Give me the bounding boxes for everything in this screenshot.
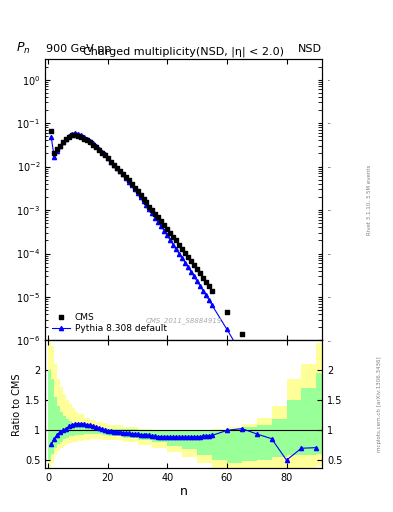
- CMS: [78, 133, 84, 141]
- CMS: [185, 252, 191, 261]
- Title: Charged multiplicity(NSD, |η| < 2.0): Charged multiplicity(NSD, |η| < 2.0): [83, 47, 284, 57]
- CMS: [105, 154, 111, 162]
- Pythia 8.308 default: [162, 228, 167, 234]
- CMS: [63, 135, 69, 143]
- CMS: [179, 244, 185, 252]
- Pythia 8.308 default: [314, 486, 319, 492]
- CMS: [146, 203, 152, 211]
- CMS: [140, 195, 147, 203]
- CMS: [119, 170, 126, 178]
- CMS: [108, 158, 114, 166]
- CMS: [48, 127, 54, 135]
- CMS: [54, 145, 60, 154]
- Pythia 8.308 default: [141, 198, 146, 204]
- Y-axis label: Ratio to CMS: Ratio to CMS: [12, 373, 22, 436]
- CMS: [75, 132, 81, 140]
- CMS: [95, 146, 102, 154]
- Line: Pythia 8.308 default: Pythia 8.308 default: [49, 131, 318, 491]
- Pythia 8.308 default: [210, 302, 215, 308]
- CMS: [224, 308, 230, 316]
- CMS: [60, 138, 66, 146]
- CMS: [99, 148, 105, 157]
- CMS: [164, 225, 171, 233]
- CMS: [152, 209, 158, 218]
- Pythia 8.308 default: [49, 134, 53, 140]
- CMS: [200, 273, 206, 282]
- Text: CMS_2011_S8884919: CMS_2011_S8884919: [145, 317, 222, 324]
- CMS: [167, 229, 173, 237]
- CMS: [194, 265, 200, 273]
- CMS: [51, 150, 57, 158]
- CMS: [298, 417, 305, 425]
- CMS: [206, 282, 212, 290]
- CMS: [313, 438, 320, 446]
- CMS: [155, 213, 162, 221]
- CMS: [110, 161, 117, 169]
- Text: NSD: NSD: [298, 44, 322, 54]
- CMS: [191, 261, 197, 269]
- CMS: [203, 278, 209, 286]
- Pythia 8.308 default: [73, 131, 77, 137]
- CMS: [125, 176, 132, 184]
- CMS: [188, 257, 194, 265]
- CMS: [197, 269, 203, 278]
- CMS: [87, 138, 93, 146]
- CMS: [158, 217, 165, 225]
- Y-axis label: $P_n$: $P_n$: [16, 41, 30, 56]
- CMS: [143, 198, 150, 206]
- CMS: [131, 183, 138, 191]
- CMS: [182, 248, 188, 257]
- CMS: [114, 163, 120, 172]
- CMS: [72, 131, 78, 139]
- Pythia 8.308 default: [99, 148, 104, 155]
- Y-axis label: Rivet 3.1.10, 3.5M events: Rivet 3.1.10, 3.5M events: [367, 164, 372, 235]
- CMS: [253, 351, 260, 359]
- CMS: [138, 191, 144, 199]
- CMS: [209, 287, 215, 295]
- CMS: [102, 152, 108, 160]
- CMS: [81, 135, 87, 143]
- CMS: [90, 140, 96, 148]
- CMS: [268, 374, 275, 382]
- CMS: [57, 142, 63, 150]
- CMS: [239, 330, 245, 338]
- CMS: [117, 167, 123, 175]
- CMS: [84, 136, 90, 144]
- CMS: [134, 187, 141, 196]
- X-axis label: n: n: [180, 485, 188, 498]
- CMS: [176, 241, 182, 249]
- Text: 900 GeV pp: 900 GeV pp: [46, 44, 112, 54]
- Pythia 8.308 default: [64, 136, 68, 142]
- CMS: [283, 395, 290, 403]
- CMS: [69, 132, 75, 140]
- CMS: [123, 173, 129, 181]
- Legend: CMS, Pythia 8.308 default: CMS, Pythia 8.308 default: [50, 310, 170, 336]
- CMS: [93, 143, 99, 151]
- Y-axis label: mcplots.cern.ch [arXiv:1306.3436]: mcplots.cern.ch [arXiv:1306.3436]: [377, 357, 382, 452]
- CMS: [173, 237, 180, 245]
- CMS: [170, 233, 176, 241]
- CMS: [149, 206, 156, 214]
- Pythia 8.308 default: [88, 138, 92, 144]
- CMS: [66, 133, 72, 141]
- CMS: [129, 180, 135, 188]
- CMS: [161, 221, 167, 229]
